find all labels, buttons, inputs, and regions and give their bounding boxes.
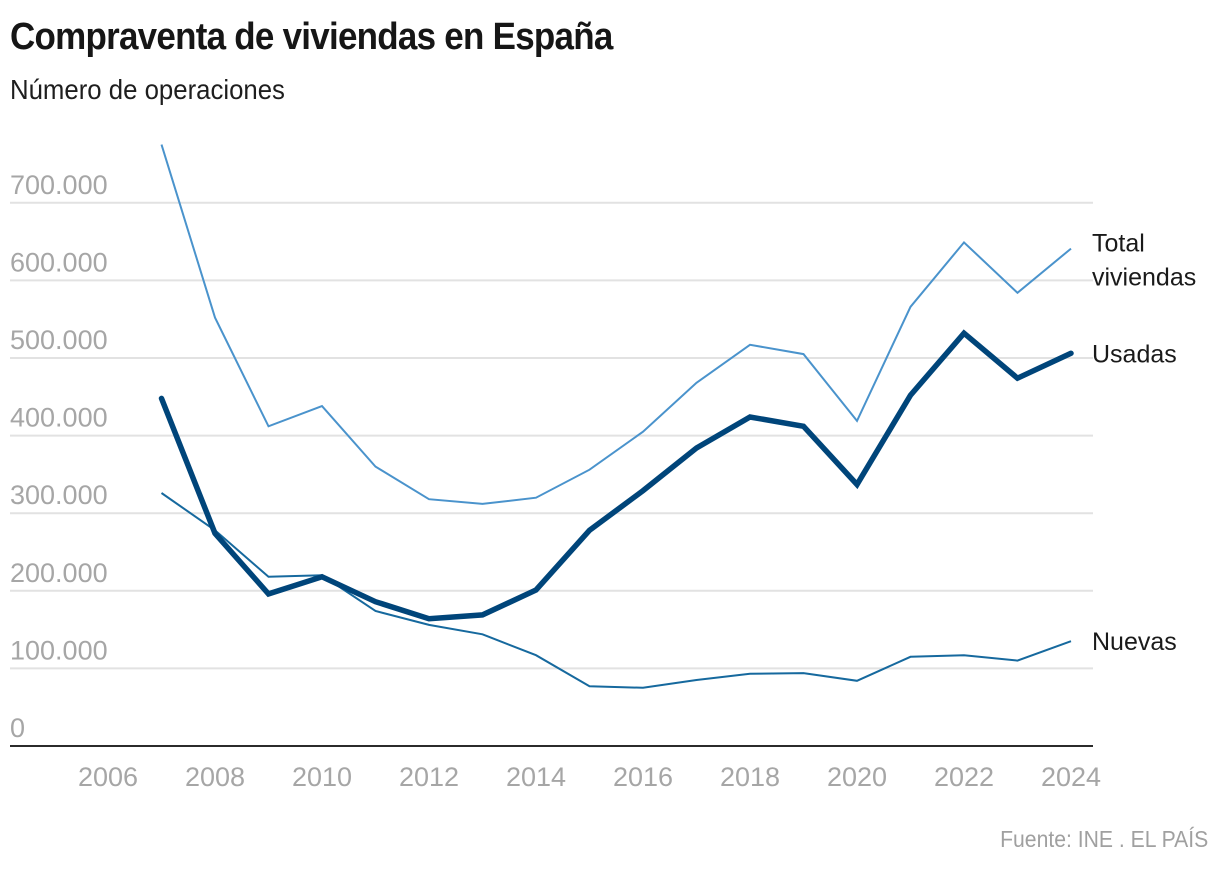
y-axis-ticks: 0 100.000 200.000 300.000 400.000 500.000 600.… xyxy=(10,170,108,743)
chart-title: Compraventa de viviendas en España xyxy=(10,16,613,58)
y-tick-label: 0 xyxy=(10,713,25,743)
x-tick-label: 2020 xyxy=(827,762,887,792)
x-tick-label: 2018 xyxy=(720,762,780,792)
x-tick-label: 2016 xyxy=(613,762,673,792)
series-lines xyxy=(158,144,1074,689)
series-label-total-viviendas: Total viviendas xyxy=(1092,230,1196,292)
x-tick-label: 2024 xyxy=(1041,762,1101,792)
x-tick-label: 2022 xyxy=(934,762,994,792)
series-line-total-viviendas xyxy=(160,144,1072,505)
x-tick-label: 2008 xyxy=(185,762,245,792)
y-tick-label: 400.000 xyxy=(10,403,108,433)
gridlines xyxy=(10,201,1093,670)
y-tick-label: 600.000 xyxy=(10,247,108,277)
y-tick-label: 200.000 xyxy=(10,558,108,588)
series-label-nuevas: Nuevas xyxy=(1092,628,1177,656)
x-tick-label: 2010 xyxy=(292,762,352,792)
x-tick-label: 2006 xyxy=(78,762,138,792)
y-tick-label: 500.000 xyxy=(10,325,108,355)
series-line-usadas xyxy=(158,329,1074,622)
x-axis-ticks: 2006 2008 2010 2012 2014 2016 2018 2020 2022 2024 xyxy=(78,762,1101,792)
y-tick-label: 700.000 xyxy=(10,170,108,200)
x-tick-label: 2014 xyxy=(506,762,566,792)
y-tick-label: 300.000 xyxy=(10,480,108,510)
series-label-usadas: Usadas xyxy=(1092,340,1177,368)
y-tick-label: 100.000 xyxy=(10,635,108,665)
series-labels: Total viviendas Usadas Nuevas xyxy=(1092,230,1196,657)
x-tick-label: 2012 xyxy=(399,762,459,792)
series-line-nuevas xyxy=(160,492,1072,689)
chart-subtitle: Número de operaciones xyxy=(10,74,285,105)
source-credit: Fuente: INE . EL PAÍS xyxy=(999,826,1208,852)
